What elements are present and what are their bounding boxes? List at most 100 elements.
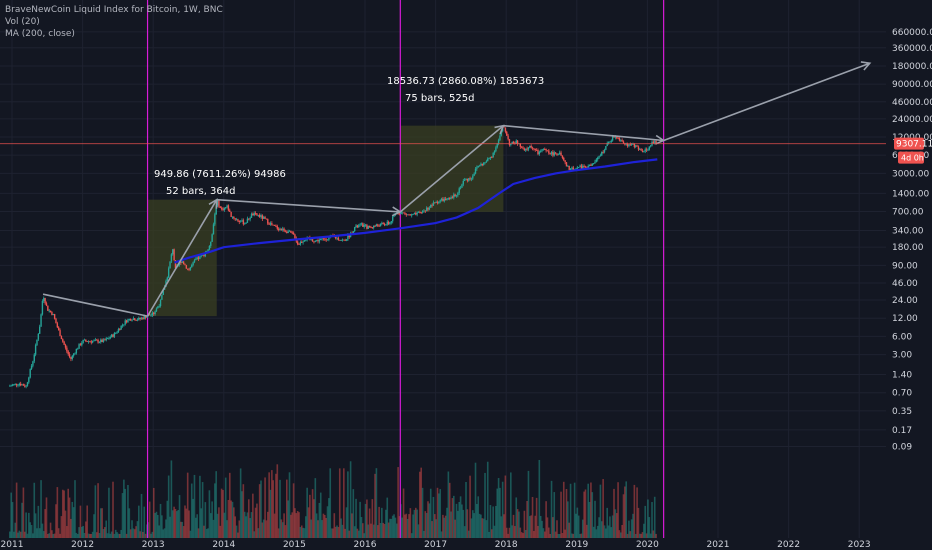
- volume-bar: [266, 511, 269, 538]
- candle-body: [193, 260, 196, 263]
- volume-bar: [372, 524, 375, 538]
- volume-bar: [398, 516, 401, 538]
- time-axis[interactable]: 2011 2012 2013 2014 2015 2016 2017 2018 2019 2020…: [0, 538, 932, 550]
- candle-body: [47, 305, 49, 311]
- candle-body: [546, 150, 549, 152]
- volume-bar: [554, 531, 557, 538]
- candle-body: [639, 149, 641, 151]
- volume-bar: [655, 533, 657, 538]
- candle-body: [257, 215, 259, 216]
- volume-bar: [71, 501, 74, 538]
- candle-body: [229, 210, 231, 212]
- volume-bar: [57, 528, 60, 538]
- volume-bar: [614, 509, 617, 538]
- volume-bar: [496, 488, 499, 538]
- candle-body: [564, 160, 566, 163]
- volume-bar: [15, 482, 18, 538]
- volume-bar: [99, 508, 102, 538]
- candle-body: [491, 157, 493, 158]
- volume-bar: [383, 523, 386, 538]
- volume-bar: [497, 478, 500, 538]
- volume-bar: [584, 489, 587, 538]
- volume-bar: [446, 507, 448, 538]
- volume-bar: [215, 471, 217, 538]
- candle-body: [132, 318, 135, 320]
- volume-bar: [603, 525, 606, 538]
- candle-body: [119, 329, 121, 330]
- volume-bar: [417, 524, 420, 538]
- volume-bar: [239, 468, 242, 538]
- volume-bar: [481, 518, 484, 538]
- candle-body: [280, 228, 283, 230]
- candle-body: [398, 213, 401, 215]
- candle-body: [385, 224, 387, 226]
- volume-bar: [393, 514, 395, 538]
- candle-body: [601, 151, 603, 156]
- candle-body: [317, 239, 319, 242]
- volume-bar: [295, 513, 298, 538]
- volume-bar: [40, 480, 42, 538]
- candle-body: [321, 238, 323, 240]
- candle-body: [200, 255, 202, 257]
- candle-body: [110, 334, 113, 338]
- candle-body: [341, 239, 344, 241]
- candle-body: [428, 207, 431, 210]
- volume-bar: [613, 488, 615, 538]
- volume-bar: [120, 529, 122, 538]
- volume-bar: [633, 484, 636, 538]
- candle-body: [462, 180, 464, 185]
- volume-bar: [23, 531, 26, 538]
- candle-body: [432, 202, 435, 206]
- price-axis[interactable]: 660000.00 360000.00 180000.00 90000.00 46000…: [886, 0, 932, 550]
- volume-bar: [652, 530, 655, 538]
- candle-body: [138, 317, 140, 320]
- volume-bar: [26, 533, 29, 538]
- volume-bar: [17, 532, 19, 538]
- time-tick-label: 2013: [142, 540, 165, 550]
- candle-body: [447, 198, 450, 199]
- candle-body: [469, 178, 471, 180]
- trend-line: [146, 199, 218, 317]
- volume-bar: [432, 496, 435, 538]
- volume-bar: [591, 492, 594, 538]
- volume-bar: [484, 472, 486, 538]
- volume-bar: [242, 484, 245, 538]
- volume-bar: [397, 467, 399, 538]
- candle-body: [544, 149, 546, 151]
- volume-bar: [288, 472, 291, 538]
- candle-body: [420, 212, 422, 213]
- candle-body: [413, 213, 416, 215]
- legend-ma: MA (200, close): [5, 29, 75, 39]
- volume-bar: [429, 488, 432, 538]
- time-axis-bg: [0, 538, 932, 550]
- volume-bar: [209, 513, 212, 538]
- volume-bar: [318, 502, 321, 538]
- volume-bar: [283, 513, 285, 538]
- volume-bar: [486, 461, 489, 538]
- volume-bar: [550, 480, 553, 538]
- candle-body: [154, 311, 156, 314]
- volume-bar: [276, 464, 279, 538]
- volume-bar: [106, 533, 109, 538]
- candle-body: [146, 316, 148, 318]
- candle-body: [527, 147, 530, 150]
- volume-bar: [200, 508, 203, 538]
- volume-bar: [524, 530, 527, 538]
- candle-body: [25, 385, 27, 387]
- time-tick-label: 2015: [283, 540, 306, 550]
- candle-body: [204, 252, 207, 256]
- volume-bar: [556, 520, 558, 538]
- candle-body: [81, 342, 83, 346]
- candle-body: [476, 167, 478, 169]
- volume-bar: [632, 513, 634, 538]
- candle-body: [248, 218, 250, 220]
- candle-body: [492, 152, 494, 158]
- candle-body: [554, 152, 557, 154]
- volume-bar: [526, 501, 528, 538]
- candle-body: [542, 149, 545, 151]
- candle-body: [401, 212, 403, 214]
- volume-bar: [558, 533, 561, 538]
- candle-body: [32, 361, 34, 366]
- volume-bar: [216, 513, 219, 538]
